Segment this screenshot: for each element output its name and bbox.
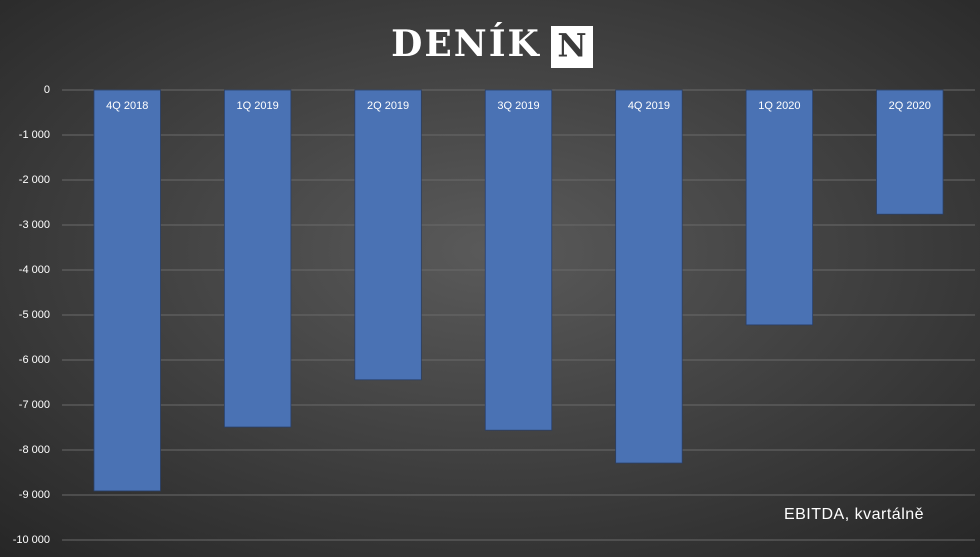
x-tick-label: 4Q 2018 — [106, 100, 148, 112]
bar — [615, 89, 683, 464]
x-tick-label: 1Q 2020 — [758, 100, 800, 112]
x-tick-label: 4Q 2019 — [628, 100, 670, 112]
y-tick-label: -3 000 — [19, 219, 50, 231]
y-tick-label: -10 000 — [13, 534, 50, 546]
bar — [484, 89, 553, 431]
y-tick-label: -2 000 — [19, 174, 50, 186]
y-tick-label: -6 000 — [19, 354, 50, 366]
y-tick-label: -5 000 — [19, 309, 50, 321]
x-tick-label: 3Q 2019 — [497, 100, 539, 112]
bar — [223, 89, 292, 428]
annotation: EBITDA, kvartálně — [784, 506, 924, 523]
x-tick-label: 2Q 2020 — [889, 100, 931, 112]
bar — [876, 89, 944, 215]
y-tick-label: -9 000 — [19, 489, 50, 501]
y-tick-label: 0 — [44, 84, 50, 96]
y-tick-label: -7 000 — [19, 399, 50, 411]
y-tick-label: -1 000 — [19, 129, 50, 141]
brand-box — [551, 26, 593, 68]
x-tick-label: 2Q 2019 — [367, 100, 409, 112]
brand: DENÍK — [391, 23, 541, 65]
bar — [354, 89, 422, 381]
y-tick-label: -4 000 — [19, 264, 50, 276]
y-tick-label: -8 000 — [19, 444, 50, 456]
bar — [745, 89, 814, 326]
x-tick-label: 1Q 2019 — [237, 100, 279, 112]
bar — [93, 89, 161, 492]
brand-mark: N — [557, 27, 586, 65]
